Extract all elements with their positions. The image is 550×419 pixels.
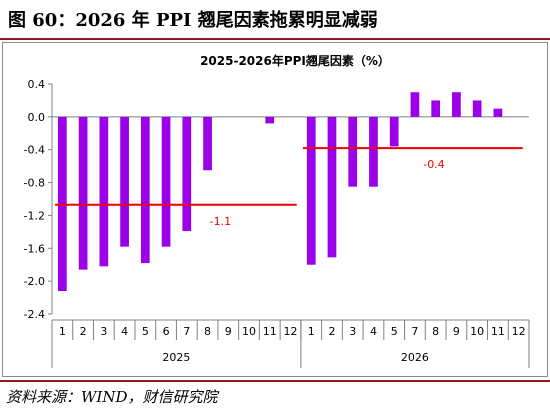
y-tick-label: -2.4 <box>24 308 45 321</box>
category-label: 6 <box>163 325 170 338</box>
y-tick-label: 0.0 <box>28 111 46 124</box>
source-note: 资料来源：WIND，财信研究院 <box>6 388 218 406</box>
group-label: 2026 <box>401 351 429 364</box>
bar <box>99 116 109 267</box>
ppi-carryover-chart: 2025-2026年PPI翘尾因素（%） 0.4 0.0 -0.4 -0.8 -1.2 -… <box>24 53 530 368</box>
bar <box>140 116 150 264</box>
bar <box>410 92 420 117</box>
y-tick-label: -0.4 <box>24 144 45 157</box>
category-label: 10 <box>470 325 484 338</box>
category-label: 4 <box>370 325 377 338</box>
category-label: 11 <box>263 325 277 338</box>
bar <box>203 116 212 171</box>
category-label: 10 <box>242 325 256 338</box>
y-tick-label: 0.4 <box>28 78 46 91</box>
category-label: 5 <box>142 325 149 338</box>
category-label: 5 <box>391 325 398 338</box>
category-label: 2 <box>80 325 87 338</box>
category-label: 11 <box>491 325 505 338</box>
bar <box>120 116 129 247</box>
bar <box>493 108 503 117</box>
category-label: 7 <box>411 325 418 338</box>
group-label: 2025 <box>162 351 190 364</box>
bar <box>306 116 316 265</box>
bar <box>265 116 275 124</box>
category-label: 8 <box>204 325 211 338</box>
category-label: 4 <box>121 325 128 338</box>
bar <box>161 116 171 247</box>
bar <box>78 116 88 270</box>
category-label: 8 <box>432 325 439 338</box>
category-label: 2 <box>328 325 335 338</box>
bar <box>327 116 337 258</box>
category-label: 12 <box>512 325 526 338</box>
chart-frame: 2025-2026年PPI翘尾因素（%） 0.4 0.0 -0.4 -0.8 -1.2 -… <box>2 42 548 377</box>
bar <box>389 116 399 147</box>
source-rule <box>0 380 550 382</box>
chart-title: 2025-2026年PPI翘尾因素（%） <box>200 53 390 68</box>
average-label: -1.1 <box>210 215 231 228</box>
category-label: 9 <box>453 325 460 338</box>
y-tick-label: -1.2 <box>24 209 45 222</box>
category-label: 3 <box>100 325 107 338</box>
figure-title: 图 60：2026 年 PPI 翘尾因素拖累明显减弱 <box>8 10 378 31</box>
y-tick-label: -0.8 <box>24 177 45 190</box>
category-label: 3 <box>349 325 356 338</box>
category-label: 12 <box>284 325 298 338</box>
bar <box>472 100 482 117</box>
y-tick-label: -1.6 <box>24 242 45 255</box>
category-label: 9 <box>225 325 232 338</box>
category-label: 1 <box>308 325 315 338</box>
bar <box>431 100 441 117</box>
title-rule <box>0 38 550 40</box>
average-label: -0.4 <box>423 158 444 171</box>
bar <box>452 92 461 117</box>
y-tick-label: -2.0 <box>24 275 45 288</box>
bar <box>369 116 378 187</box>
bar <box>348 116 358 187</box>
bar <box>182 116 192 232</box>
plot-area: 0.40.0-0.4-0.8-1.2-1.6-2.0-2.41 2 3 4 5 6 7 8 9 1… <box>24 78 530 368</box>
category-label: 7 <box>183 325 190 338</box>
category-label: 1 <box>59 325 66 338</box>
